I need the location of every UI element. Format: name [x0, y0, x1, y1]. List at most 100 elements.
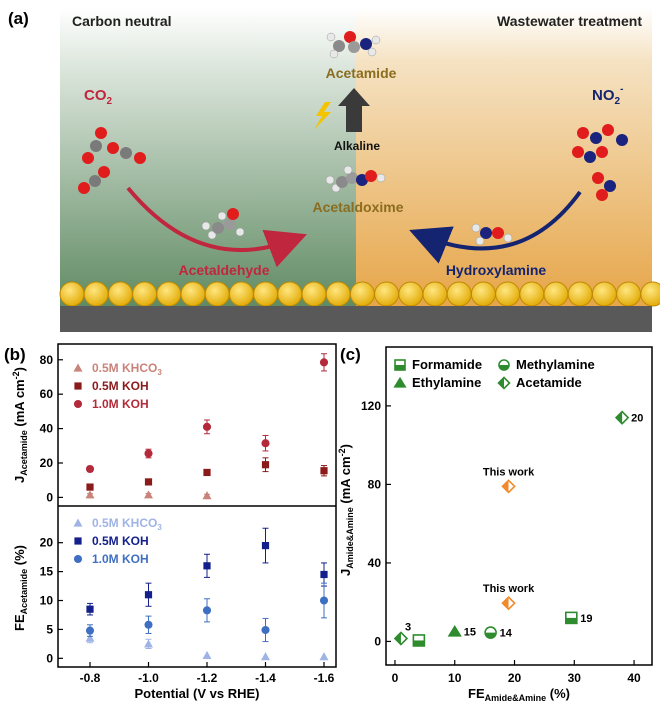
panel-b-bottom-legend: 0.5M KHCO3 0.5M KOH 1.0M KOH [73, 516, 162, 566]
electrode-atom-row [59, 281, 660, 307]
panel-b-bottom-point-triangle [85, 633, 95, 642]
panel-c-points: 3 15 14 19 20 This work This work [393, 410, 643, 647]
panel-b-bottom-point-circle [202, 606, 212, 615]
panel-c-point [501, 595, 516, 611]
panel-c-point [447, 624, 462, 637]
panel-c-frame [385, 346, 653, 666]
electrode-atom [277, 281, 303, 307]
panel-b-xtick-label: -1.6 [314, 671, 335, 685]
panel-b-top-point-square [203, 468, 211, 477]
panel-b-bottom-ylabel: FEAcetamide (%) [12, 545, 29, 631]
acetaldoxime-label: Acetaldoxime [312, 199, 403, 215]
electrode-atom [132, 281, 158, 307]
panel-b-top-legend-label: 1.0M KOH [92, 397, 149, 411]
electrode-atom [398, 281, 424, 307]
panel-c-point-label: 14 [500, 628, 513, 640]
panel-c-legend-label: Acetamide [516, 375, 582, 390]
panel-a-right-title: Wastewater treatment [497, 13, 642, 29]
panel-b-bottom-point-triangle [202, 650, 212, 660]
panel-c-ytick-label: 80 [368, 477, 382, 491]
acetamide-molecule-icon [326, 31, 381, 59]
panel-b-bottom-series [85, 527, 329, 661]
co2-molecule-icon [78, 166, 110, 194]
panel-b-bottom-ytick-label: 5 [46, 622, 53, 636]
panel-b-bottom-ytick-label: 0 [46, 651, 53, 665]
electrode-atom [470, 281, 496, 307]
panel-a-left-title: Carbon neutral [72, 13, 172, 29]
panel-b-xtick-label: -0.8 [80, 671, 101, 685]
panel-b-bottom-point-square [86, 605, 94, 613]
electrode-atom [107, 281, 133, 307]
electrode-substrate [60, 306, 652, 332]
electrode-atom [616, 281, 642, 307]
acetaldehyde-label: Acetaldehyde [178, 262, 269, 278]
panel-c-point-label: This work [483, 583, 535, 595]
co2-reduction-arrow [126, 186, 307, 268]
panel-a-right-background [356, 8, 652, 308]
electrode-atom [180, 281, 206, 307]
acetaldoxime-molecule-icon [325, 165, 386, 193]
co2-label: CO2 [84, 87, 113, 107]
electrode-atom [253, 281, 279, 307]
electrode-atom [591, 281, 617, 307]
no2-label: NO2- [592, 84, 623, 107]
panel-b-label: (b) [4, 345, 26, 364]
panel-b-bottom-point-circle [144, 620, 153, 629]
panel-b-xtick-label: -1.2 [197, 671, 218, 685]
panel-c-ytick-label: 0 [374, 634, 381, 648]
panel-b-bottom-point-circle [261, 625, 270, 635]
acetamide-label: Acetamide [326, 65, 397, 81]
panel-b-xtick-label: -1.4 [255, 671, 276, 685]
electrode-atom [325, 281, 351, 307]
nitrite-reduction-arrow [409, 190, 582, 264]
panel-b-bottom-ytick-label: 10 [40, 594, 54, 608]
nitrite-molecule-icon [572, 134, 628, 163]
panel-b-bottom-point-square [203, 562, 211, 570]
panel-b-top-point-square [320, 467, 328, 475]
panel-c-point [565, 611, 578, 625]
electrode-atom [374, 281, 400, 307]
panel-b-top-legend-label: 0.5M KOH [92, 379, 149, 393]
panel-c-xtick-label: 10 [448, 671, 462, 685]
panel-b-top-ylabel: JAcetamide (mA cm-2) [11, 367, 29, 483]
panel-c-legend-label: Ethylamine [412, 375, 481, 390]
electrode-atom [301, 281, 327, 307]
panel-b-xaxis: -0.8 -1.0 -1.2 -1.4 -1.6 [80, 662, 335, 685]
panel-b-bottom-legend-marker [73, 518, 83, 527]
panel-b-top-point-square [144, 478, 153, 486]
lightning-icon [314, 102, 331, 130]
panel-b-bottom-point-triangle [261, 652, 270, 661]
panel-c-legend-label: Formamide [412, 357, 482, 372]
co2-molecule-icon [82, 127, 107, 164]
electrode-atom [495, 281, 521, 307]
panel-b-top-point-triangle [144, 490, 153, 499]
panel-b-bottom-point-triangle [144, 639, 153, 648]
co2-molecule-icon [107, 142, 146, 164]
panel-c-xtick-label: 30 [568, 671, 582, 685]
panel-b-top-point-circle [261, 439, 270, 448]
panel-b-top-point-square [261, 461, 270, 469]
hydroxylamine-molecule-icon [471, 223, 513, 246]
panel-b-xtick-label: -1.0 [138, 671, 159, 685]
panel-b-top-legend-marker [74, 382, 82, 390]
panel-c-point [614, 410, 630, 425]
panel-b-top-point-circle [319, 358, 329, 367]
panel-b-bottom-ytick-label: 15 [40, 565, 54, 579]
panel-b-top-point-triangle [85, 490, 95, 499]
panel-b-top-legend-marker [73, 363, 83, 372]
panel-c-label: (c) [340, 345, 361, 364]
electrode-atom [83, 281, 109, 307]
panel-c-point-label: 20 [631, 413, 643, 425]
electrode-atom [204, 281, 230, 307]
panel-b-top-yaxis: 0 20 40 60 80 [40, 353, 63, 504]
panel-c-point-label: 19 [580, 613, 592, 625]
panel-c-xtick-label: 40 [627, 671, 641, 685]
acetaldehyde-molecule-icon [201, 208, 245, 240]
panel-b-top-point-circle [144, 449, 153, 458]
panel-c-xaxis: 0 10 20 30 40 [392, 660, 641, 685]
panel-b-bottom-point-circle [85, 626, 95, 635]
panel-b-bottom-legend-marker [74, 537, 82, 545]
